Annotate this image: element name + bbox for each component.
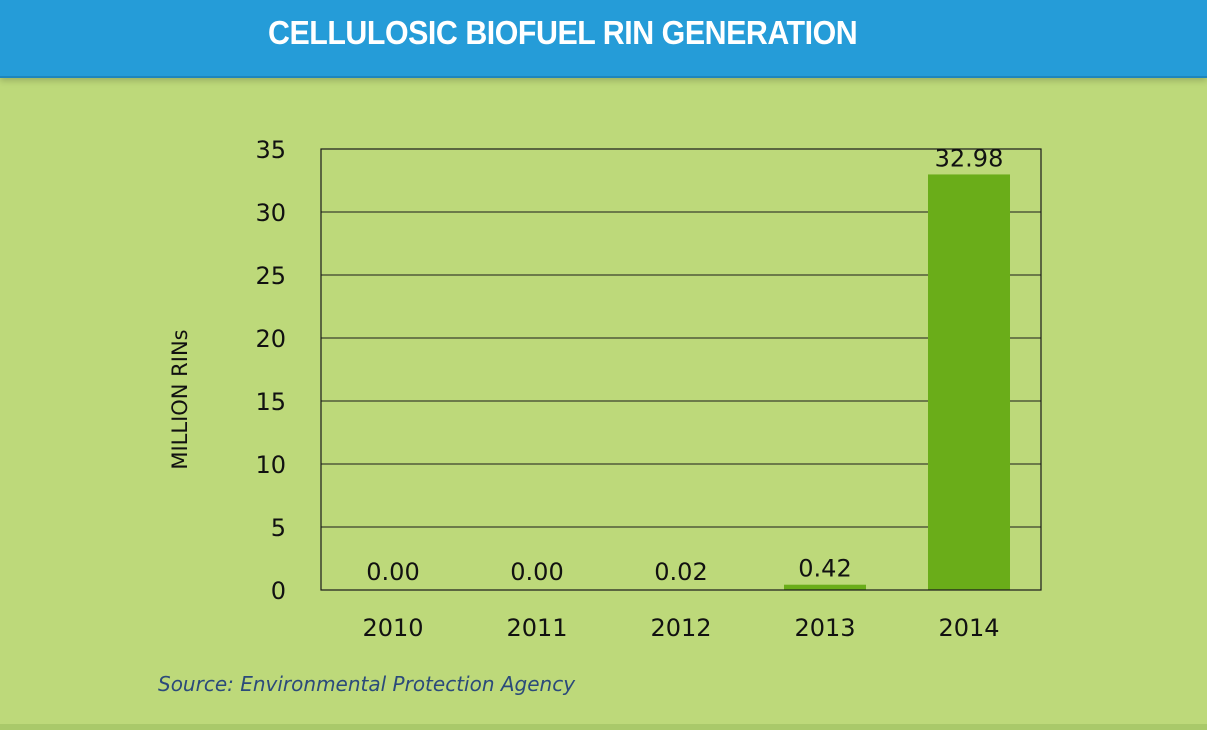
plot-frame — [320, 148, 1042, 591]
data-labels: 0.00 0.00 0.02 0.42 32.98 — [366, 144, 1003, 586]
bars — [640, 174, 1010, 590]
source-note: Source: Environmental Protection Agency — [158, 672, 576, 696]
y-tick-label: 15 — [255, 388, 286, 416]
data-label: 0.00 — [366, 558, 419, 586]
y-tick-labels: 0 5 10 15 20 25 30 35 — [255, 136, 286, 605]
data-label: 0.02 — [654, 558, 707, 586]
y-tick-label: 0 — [271, 577, 286, 605]
y-tick-label: 10 — [255, 451, 286, 479]
x-tick-label: 2013 — [794, 614, 855, 642]
bar — [784, 584, 866, 590]
y-axis-label: MILLION RINs — [168, 329, 192, 469]
data-label: 32.98 — [935, 144, 1004, 172]
x-tick-label: 2012 — [650, 614, 711, 642]
data-label: 0.00 — [510, 558, 563, 586]
x-tick-label: 2014 — [938, 614, 999, 642]
page-title: CELLULOSIC BIOFUEL RIN GENERATION — [268, 14, 858, 51]
grid-lines — [321, 211, 1041, 528]
header-bar: CELLULOSIC BIOFUEL RIN GENERATION — [0, 0, 1207, 78]
y-tick-label: 35 — [255, 136, 286, 164]
data-label: 0.42 — [798, 555, 851, 583]
y-tick-label: 25 — [255, 262, 286, 290]
x-tick-label: 2010 — [362, 614, 423, 642]
y-tick-label: 5 — [271, 514, 286, 542]
x-tick-labels: 2010 2011 2012 2013 2014 — [362, 614, 999, 642]
y-tick-label: 20 — [255, 325, 286, 353]
bottom-edge — [0, 724, 1207, 730]
bar — [928, 174, 1010, 590]
y-tick-label: 30 — [255, 199, 286, 227]
x-tick-label: 2011 — [506, 614, 567, 642]
